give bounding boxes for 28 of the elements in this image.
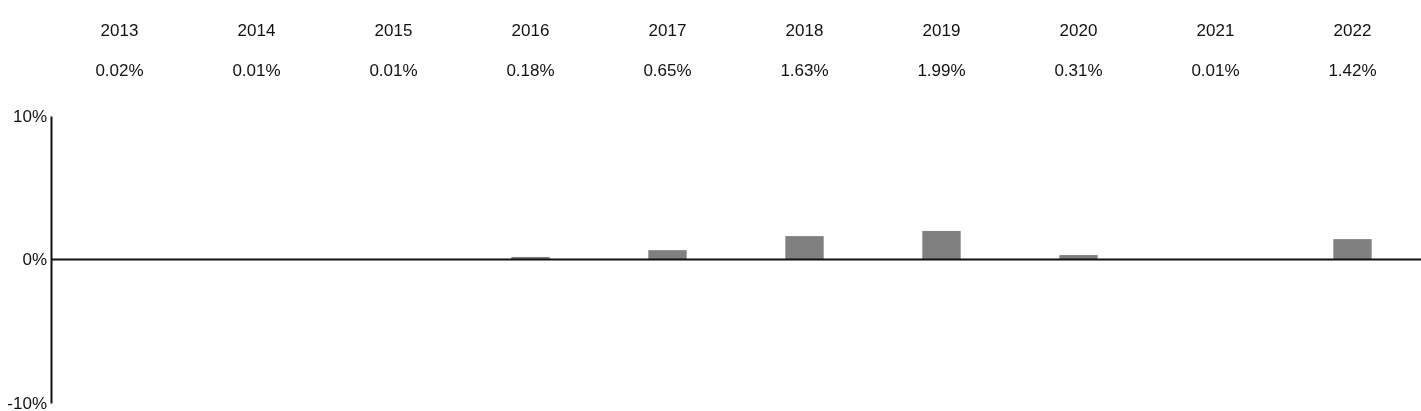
x-tick-label: 2015: [374, 20, 413, 40]
data-label: 1.99%: [917, 61, 966, 80]
x-tick-label: 2019: [922, 20, 961, 40]
data-label: 1.63%: [780, 61, 829, 80]
data-label: 0.01%: [369, 61, 418, 80]
bar: [922, 230, 961, 260]
data-label: 0.01%: [232, 61, 281, 80]
y-tick-label: -10%: [7, 393, 47, 411]
bar: [785, 236, 824, 260]
x-tick-label: 2022: [1333, 20, 1372, 40]
y-tick-label: 10%: [12, 106, 47, 126]
data-label: 0.31%: [1054, 61, 1103, 80]
x-tick-label: 2016: [511, 20, 550, 40]
data-label: 0.01%: [1191, 61, 1240, 80]
bar: [1059, 255, 1098, 260]
x-tick-label: 2014: [237, 20, 276, 40]
data-label: 0.18%: [506, 61, 555, 80]
data-label: 1.42%: [1328, 61, 1377, 80]
x-tick-label: 2020: [1059, 20, 1098, 40]
x-tick-label: 2018: [785, 20, 824, 40]
y-tick-label: 0%: [22, 250, 47, 270]
data-label: 0.02%: [95, 61, 144, 80]
x-tick-label: 2013: [100, 20, 139, 40]
data-label: 0.65%: [643, 61, 692, 80]
bar: [1333, 239, 1372, 260]
x-tick-label: 2017: [648, 20, 687, 40]
x-tick-label: 2021: [1196, 20, 1235, 40]
bar: [648, 250, 687, 260]
